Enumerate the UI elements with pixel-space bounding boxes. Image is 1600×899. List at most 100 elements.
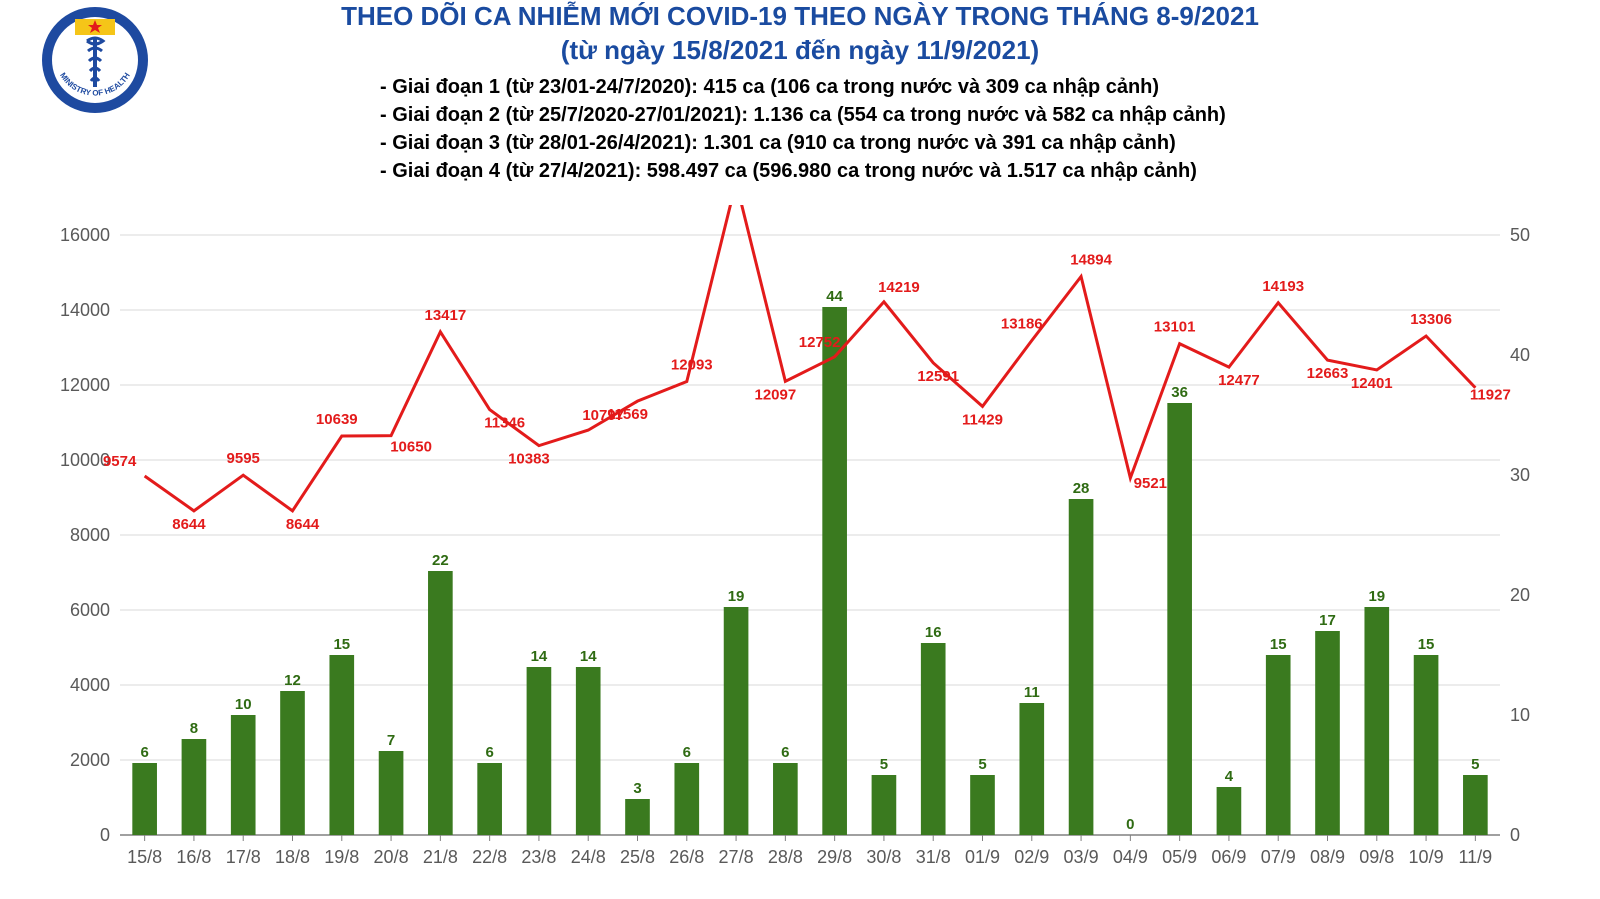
svg-text:2000: 2000 (70, 750, 110, 770)
line-value-label: 12401 (1351, 375, 1393, 392)
svg-text:10: 10 (1510, 705, 1530, 725)
svg-text:10/9: 10/9 (1409, 847, 1444, 867)
svg-text:02/9: 02/9 (1014, 847, 1049, 867)
bar-value-label: 6 (781, 744, 789, 761)
bar (1414, 655, 1439, 835)
line-value-label: 13101 (1154, 319, 1196, 336)
bar (1069, 499, 1094, 835)
svg-text:19/8: 19/8 (324, 847, 359, 867)
svg-text:8000: 8000 (70, 525, 110, 545)
line-value-label: 8644 (286, 516, 320, 533)
bar (576, 667, 601, 835)
bar (1019, 703, 1044, 835)
line-value-label: 11346 (484, 415, 525, 432)
note-line: - Giai đoạn 3 (từ 28/01-26/4/2021): 1.30… (380, 129, 1600, 157)
svg-text:6000: 6000 (70, 600, 110, 620)
bar-value-label: 11 (1024, 684, 1040, 701)
line-value-label: 13306 (1410, 311, 1452, 328)
bar-value-label: 7 (387, 732, 395, 749)
svg-text:30/8: 30/8 (866, 847, 901, 867)
bar (527, 667, 552, 835)
line-value-label: 10639 (316, 411, 358, 428)
line-value-label: 14193 (1262, 278, 1304, 295)
bar-value-label: 15 (1418, 636, 1435, 653)
line-value-label: 14894 (1070, 251, 1112, 268)
bar-value-label: 19 (728, 588, 745, 605)
svg-text:31/8: 31/8 (916, 847, 951, 867)
bar (822, 307, 847, 835)
bar (1315, 631, 1340, 835)
svg-text:18/8: 18/8 (275, 847, 310, 867)
svg-text:21/8: 21/8 (423, 847, 458, 867)
bar-value-label: 5 (978, 756, 986, 773)
bar (329, 655, 354, 835)
bar (625, 799, 650, 835)
svg-text:09/8: 09/8 (1359, 847, 1394, 867)
line-value-label: 14219 (878, 279, 920, 296)
line-value-label: 9521 (1134, 475, 1167, 492)
bar-value-label: 19 (1368, 588, 1385, 605)
svg-text:30: 30 (1510, 465, 1530, 485)
svg-text:03/9: 03/9 (1064, 847, 1099, 867)
chart: 0200040006000800010000120001400016000010… (40, 205, 1560, 879)
bar (724, 607, 749, 835)
svg-text:12000: 12000 (60, 375, 110, 395)
bar (674, 763, 699, 835)
line-value-label: 10650 (390, 439, 432, 456)
bar (280, 691, 305, 835)
bar-value-label: 6 (140, 744, 148, 761)
svg-text:11/9: 11/9 (1459, 847, 1493, 867)
bar-value-label: 22 (432, 552, 449, 569)
bar-value-label: 17 (1319, 612, 1336, 629)
bar-value-label: 16 (925, 624, 942, 641)
svg-text:22/8: 22/8 (472, 847, 507, 867)
bar-value-label: 6 (485, 744, 493, 761)
bar-value-label: 36 (1171, 384, 1188, 401)
svg-text:0: 0 (1510, 825, 1520, 845)
note-line: - Giai đoạn 1 (từ 23/01-24/7/2020): 415 … (380, 73, 1600, 101)
line-value-label: 12752 (799, 334, 841, 351)
svg-text:50: 50 (1510, 225, 1530, 245)
svg-text:15/8: 15/8 (127, 847, 162, 867)
note-line: - Giai đoạn 4 (từ 27/4/2021): 598.497 ca… (380, 157, 1600, 185)
svg-text:29/8: 29/8 (817, 847, 852, 867)
svg-text:08/9: 08/9 (1310, 847, 1345, 867)
bar (1266, 655, 1291, 835)
svg-text:16000: 16000 (60, 225, 110, 245)
svg-text:23/8: 23/8 (521, 847, 556, 867)
svg-text:4000: 4000 (70, 675, 110, 695)
title-line2: (từ ngày 15/8/2021 đến ngày 11/9/2021) (0, 34, 1600, 68)
bar-value-label: 44 (826, 288, 843, 305)
bar (1167, 403, 1192, 835)
bar (477, 763, 502, 835)
bar (379, 751, 404, 835)
bar-value-label: 3 (633, 780, 641, 797)
bar (921, 643, 946, 835)
svg-text:0: 0 (100, 825, 110, 845)
line-value-label: 12663 (1307, 365, 1349, 382)
svg-text:26/8: 26/8 (669, 847, 704, 867)
notes-block: - Giai đoạn 1 (từ 23/01-24/7/2020): 415 … (380, 73, 1600, 185)
svg-text:14000: 14000 (60, 300, 110, 320)
line-value-label: 12093 (671, 357, 713, 374)
bar-value-label: 6 (683, 744, 691, 761)
bar (182, 739, 207, 835)
line-value-label: 13417 (424, 307, 466, 324)
line-value-label: 11569 (607, 406, 648, 423)
svg-text:07/9: 07/9 (1261, 847, 1296, 867)
bar-value-label: 15 (333, 636, 350, 653)
line-series (145, 205, 1476, 511)
bar (1463, 775, 1488, 835)
bar (1364, 607, 1389, 835)
bar (231, 715, 256, 835)
bar-value-label: 5 (1471, 756, 1479, 773)
svg-text:27/8: 27/8 (719, 847, 754, 867)
line-value-label: 9574 (103, 453, 137, 470)
line-value-label: 11429 (962, 411, 1003, 428)
bar-value-label: 4 (1225, 768, 1234, 785)
bar-value-label: 5 (880, 756, 888, 773)
title-line1: THEO DÕI CA NHIỄM MỚI COVID-19 THEO NGÀY… (0, 0, 1600, 34)
svg-text:05/9: 05/9 (1162, 847, 1197, 867)
svg-text:24/8: 24/8 (571, 847, 606, 867)
bar (872, 775, 897, 835)
